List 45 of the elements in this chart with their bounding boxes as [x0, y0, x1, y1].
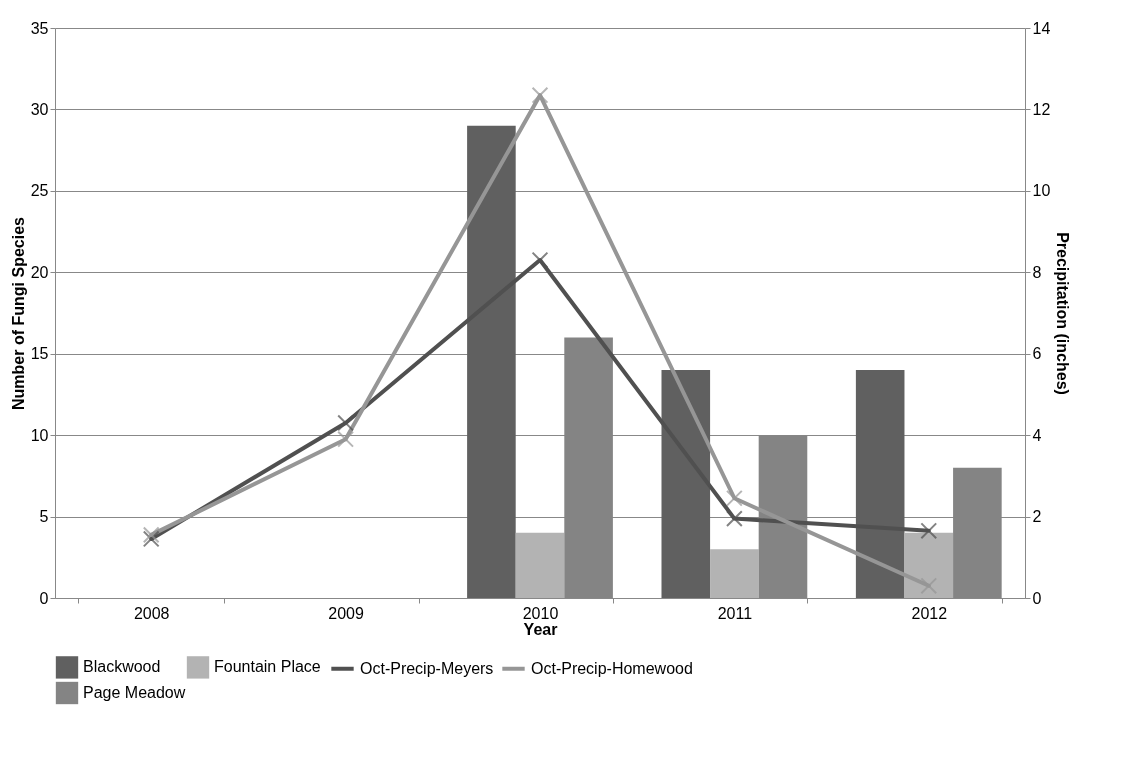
legend-label: Blackwood — [83, 658, 161, 676]
bar — [467, 125, 516, 598]
y-tick-label: 15 — [30, 345, 49, 363]
point — [337, 414, 355, 432]
point — [142, 526, 160, 544]
legend-label: Page Meadow — [83, 684, 186, 701]
point — [725, 489, 743, 507]
y-axis-title: Number of Fungi Species — [9, 216, 27, 410]
x-tick-label: 2008 — [133, 604, 170, 622]
y-tick-label: 20 — [30, 263, 49, 281]
point — [725, 510, 743, 528]
y2-axis-title: Precipitation (inches) — [1054, 232, 1072, 395]
y2-tick-label: 2 — [1032, 508, 1042, 526]
y-tick-label: 35 — [30, 19, 49, 37]
bar — [855, 370, 905, 598]
x-tick-label: 2012 — [911, 604, 948, 622]
y2-tick-label: 6 — [1032, 345, 1042, 363]
legend-label: Oct-Precip-Homewood — [531, 659, 693, 677]
bar — [515, 532, 565, 598]
y2-tick-label: 12 — [1032, 100, 1051, 118]
point — [920, 522, 938, 540]
x-tick-label: 2009 — [328, 604, 365, 622]
legend-label: Oct-Precip-Meyers — [360, 659, 494, 677]
bar — [661, 370, 711, 598]
x-axis-title: Year — [523, 620, 558, 638]
y-tick-label: 5 — [39, 508, 49, 526]
y-tick-label: 10 — [30, 426, 49, 444]
y2-tick-label: 10 — [1032, 182, 1051, 200]
y-tick-label: 0 — [39, 589, 49, 607]
point — [142, 530, 160, 548]
point — [531, 251, 549, 269]
point — [531, 86, 549, 104]
x-tick-label: 2010 — [522, 604, 559, 622]
y-tick-label: 30 — [30, 100, 49, 118]
bar — [710, 549, 759, 598]
x-tick-label: 2011 — [717, 604, 753, 622]
y2-tick-label: 4 — [1032, 426, 1042, 444]
y2-tick-label: 14 — [1032, 19, 1051, 37]
y-tick-label: 25 — [30, 182, 49, 200]
bar — [904, 532, 954, 598]
y2-tick-label: 0 — [1032, 589, 1042, 607]
legend-label: Fountain Place — [214, 658, 321, 676]
point — [920, 577, 938, 595]
point — [337, 430, 355, 448]
y2-tick-label: 8 — [1032, 263, 1042, 281]
